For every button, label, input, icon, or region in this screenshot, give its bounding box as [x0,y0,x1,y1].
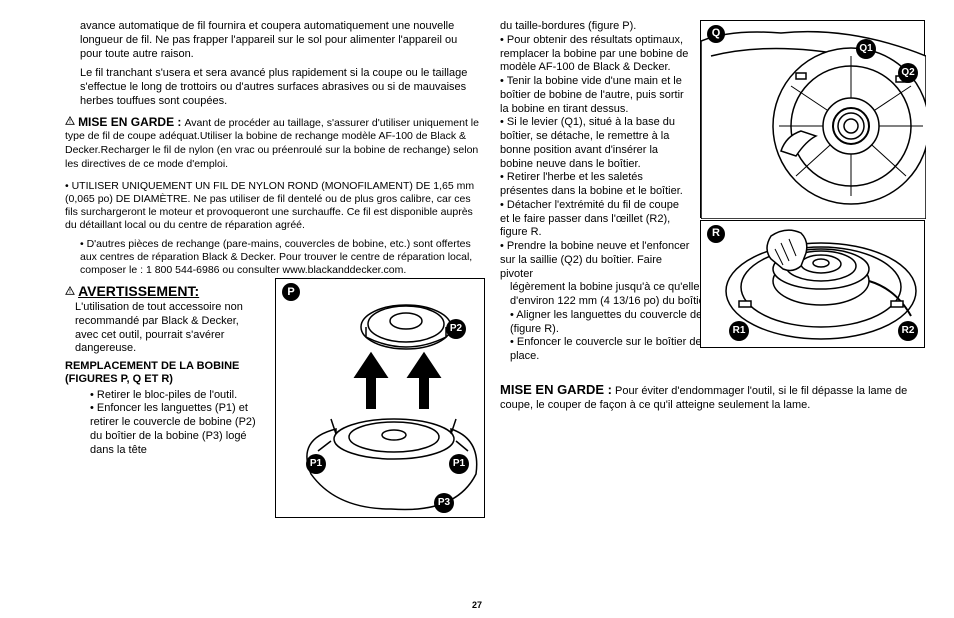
left-para-1: avance automatique de fil fournira et co… [80,20,475,61]
left-column: avance automatique de fil fournira et co… [65,20,480,608]
right-r2: • Pour obtenir des résultats optimaux, r… [500,34,690,75]
right-r5: • Retirer l'herbe et les saletés présent… [500,171,690,199]
mise-en-garde-1-label: MISE EN GARDE : [78,115,181,129]
right-r7: • Prendre la bobine neuve et l'enfoncer … [500,240,690,281]
figure-r-callout-r1: R1 [729,321,749,341]
remplacement-title: REMPLACEMENT DE LA BOBINE (FIGURES P, Q … [65,360,265,386]
warning-triangle-icon: ! [65,117,78,129]
right-r1: du taille-bordures (figure P). [500,20,690,34]
left-para-4: • D'autres pièces de rechange (pare-main… [65,238,475,277]
right-r4: • Si le levier (Q1), situé à la base du … [500,116,690,171]
figure-r: R R1 R2 [700,220,925,348]
right-column: du taille-bordures (figure P). • Pour ob… [500,20,910,608]
left-para-3: • UTILISER UNIQUEMENT UN FIL DE NYLON RO… [65,180,480,233]
page-number: 27 [472,600,482,610]
step-2: • Enfoncer les languettes (P1) et retire… [65,402,265,457]
right-r6: • Détacher l'extrémité du fil de coupe e… [500,199,690,240]
right-r3: • Tenir la bobine vide d'une main et le … [500,75,690,116]
figure-r-label: R [707,225,725,243]
warning-triangle-icon: ! [65,287,78,299]
figure-r-callout-r2: R2 [898,321,918,341]
step-1: • Retirer le bloc-piles de l'outil. [65,389,265,403]
figure-p: P P2 P1 P1 P3 [275,278,485,518]
figure-q-callout-q2: Q2 [898,63,918,83]
avertissement-text: L'utilisation de tout accessoire non rec… [65,301,265,356]
left-para-2: Le fil tranchant s'usera et sera avancé … [80,67,475,108]
figure-q: Q Q1 Q2 [700,20,925,218]
figure-q-label: Q [707,25,725,43]
figure-q-callout-q1: Q1 [856,39,876,59]
avertissement-label: AVERTISSEMENT: [78,283,199,299]
mise-en-garde-2-label: MISE EN GARDE : [500,382,612,397]
